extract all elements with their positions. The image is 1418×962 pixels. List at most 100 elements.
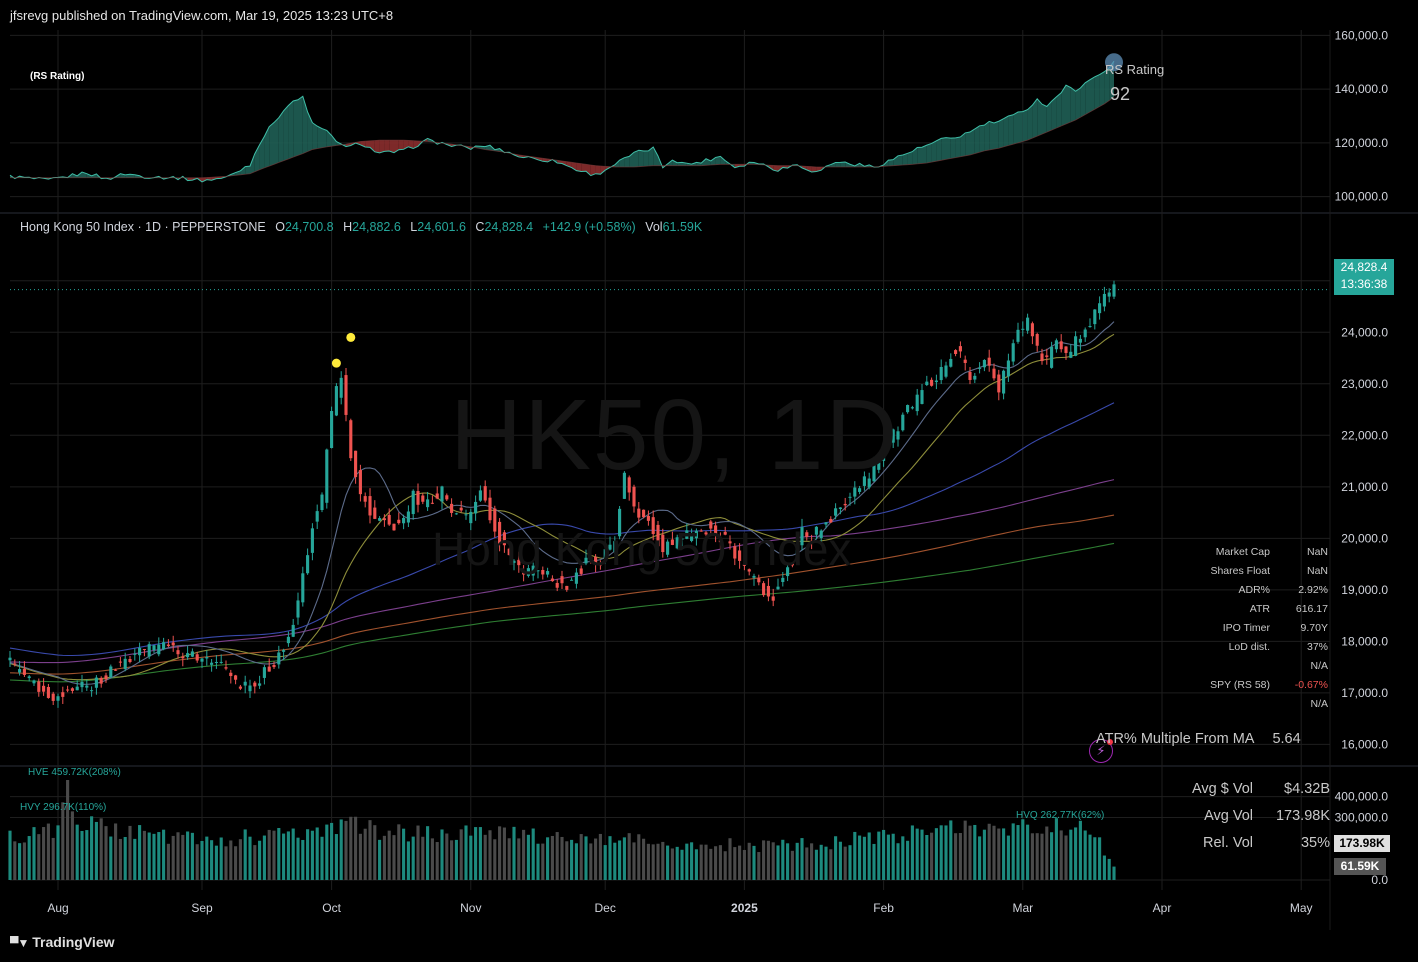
price-tick-label: 24,000.0 (1341, 325, 1388, 339)
volume-bar (142, 830, 146, 880)
volume-bar (478, 827, 482, 880)
volume-bar (934, 828, 938, 880)
volume-bar (435, 842, 439, 880)
candle-body (1054, 340, 1058, 350)
rs-fill-segment (312, 122, 318, 150)
candle-body (781, 577, 785, 582)
volume-bar (1050, 832, 1054, 880)
candle-body (714, 525, 718, 535)
volume-bar (651, 844, 655, 880)
candle-body (469, 511, 473, 524)
stats-key: Market Cap (1215, 546, 1270, 558)
price-badge: 24,828.4 13:36:38 (1334, 259, 1394, 295)
stats-row-market-cap: Market Cap NaN (1190, 546, 1328, 565)
volume-bar (61, 802, 65, 880)
rs-fill-segment (926, 143, 932, 163)
rs-fill-segment (835, 162, 841, 168)
volume-bar (306, 829, 310, 880)
volume-bar (474, 827, 478, 880)
price-tick-label: 21,000.0 (1341, 480, 1388, 494)
volume-bar (608, 836, 612, 880)
candle-body (546, 571, 550, 575)
candle-body (738, 550, 742, 561)
candle-body (94, 677, 98, 688)
rs-fill-segment (917, 147, 922, 164)
open-label: O (275, 220, 285, 234)
volume-bar (925, 834, 929, 880)
volume-bar (786, 843, 790, 880)
volume-bar (565, 841, 569, 880)
x-tick-label: Dec (595, 901, 616, 915)
volume-bar (363, 828, 367, 880)
candle-body (757, 578, 761, 583)
candle-body (944, 365, 948, 377)
volume-bar (738, 845, 742, 880)
volume-bar (939, 825, 943, 880)
volume-bar (954, 833, 958, 880)
candle-body (1040, 353, 1044, 362)
candle-body (421, 495, 425, 502)
candle-body (882, 449, 886, 461)
candle-body (560, 576, 564, 584)
candle-body (104, 675, 108, 680)
volume-bar (1098, 837, 1102, 880)
candle-body (291, 624, 295, 637)
rs-fill-segment (648, 146, 654, 167)
ma50-line (9, 402, 1115, 657)
candle-body (570, 579, 574, 581)
low-label: L (410, 220, 418, 234)
volume-bar (742, 849, 746, 880)
volume-bar (200, 840, 204, 880)
candle-body (310, 528, 314, 553)
rs-fill-segment (893, 155, 898, 166)
candle-body (51, 693, 55, 701)
volume-bar (104, 826, 108, 880)
tv-brand-label: TradingView (32, 934, 115, 950)
close-value: 24,828.4 (484, 220, 534, 234)
volume-bar (877, 831, 881, 880)
candle-body (46, 686, 50, 698)
volume-bar (133, 838, 137, 880)
candle-body (296, 600, 300, 618)
rs-fill-segment (653, 146, 658, 166)
watermark-symbol: HK50, 1D (450, 379, 900, 491)
candle-body (968, 371, 972, 380)
rs-fill-segment (394, 140, 399, 153)
candle-body (786, 567, 790, 577)
tradingview-logo[interactable]: ▀▼ TradingView (10, 934, 115, 950)
volume-bar (392, 835, 396, 880)
volume-bar (219, 837, 223, 880)
volume-bar (27, 836, 31, 880)
rs-ma-line (10, 96, 1115, 179)
open-value: 24,700.8 (284, 220, 334, 234)
rs-fill-segment (1037, 98, 1042, 137)
volume-stat-value: 173.98K (1275, 808, 1330, 824)
candle-body (344, 375, 348, 415)
lightning-icon[interactable]: ⚡ (1089, 739, 1113, 763)
ma10-line (9, 321, 1115, 685)
ohlc-legend[interactable]: Hong Kong 50 Index · 1D · PEPPERSTONE O2… (20, 220, 702, 234)
candle-body (138, 647, 142, 656)
stats-value: 37% (1306, 641, 1328, 653)
candle-body (536, 570, 540, 572)
candle-body (795, 546, 799, 556)
chart-canvas[interactable]: Aug Sep Oct Nov Dec 2025 Feb Mar Apr May 160,000.0… (0, 0, 1418, 930)
candle-body (541, 569, 545, 575)
candle-body (430, 502, 434, 504)
candle-body (373, 507, 377, 519)
volume-bar (1011, 823, 1015, 880)
candle-body (656, 524, 660, 547)
candle-body (891, 429, 895, 443)
candle-body (243, 681, 247, 686)
volume-bar (1078, 820, 1082, 880)
rs-fill-segment (1008, 114, 1014, 146)
candle-body (680, 538, 684, 540)
candle-body (522, 571, 526, 575)
high-value: 24,882.6 (352, 220, 401, 234)
candle-body (762, 583, 766, 596)
symbol-title[interactable]: Hong Kong 50 Index · 1D · PEPPERSTONE (20, 220, 266, 234)
candle-body (982, 359, 986, 368)
candle-body (949, 358, 953, 367)
volume-bar (901, 836, 905, 880)
candle-body (526, 568, 530, 576)
